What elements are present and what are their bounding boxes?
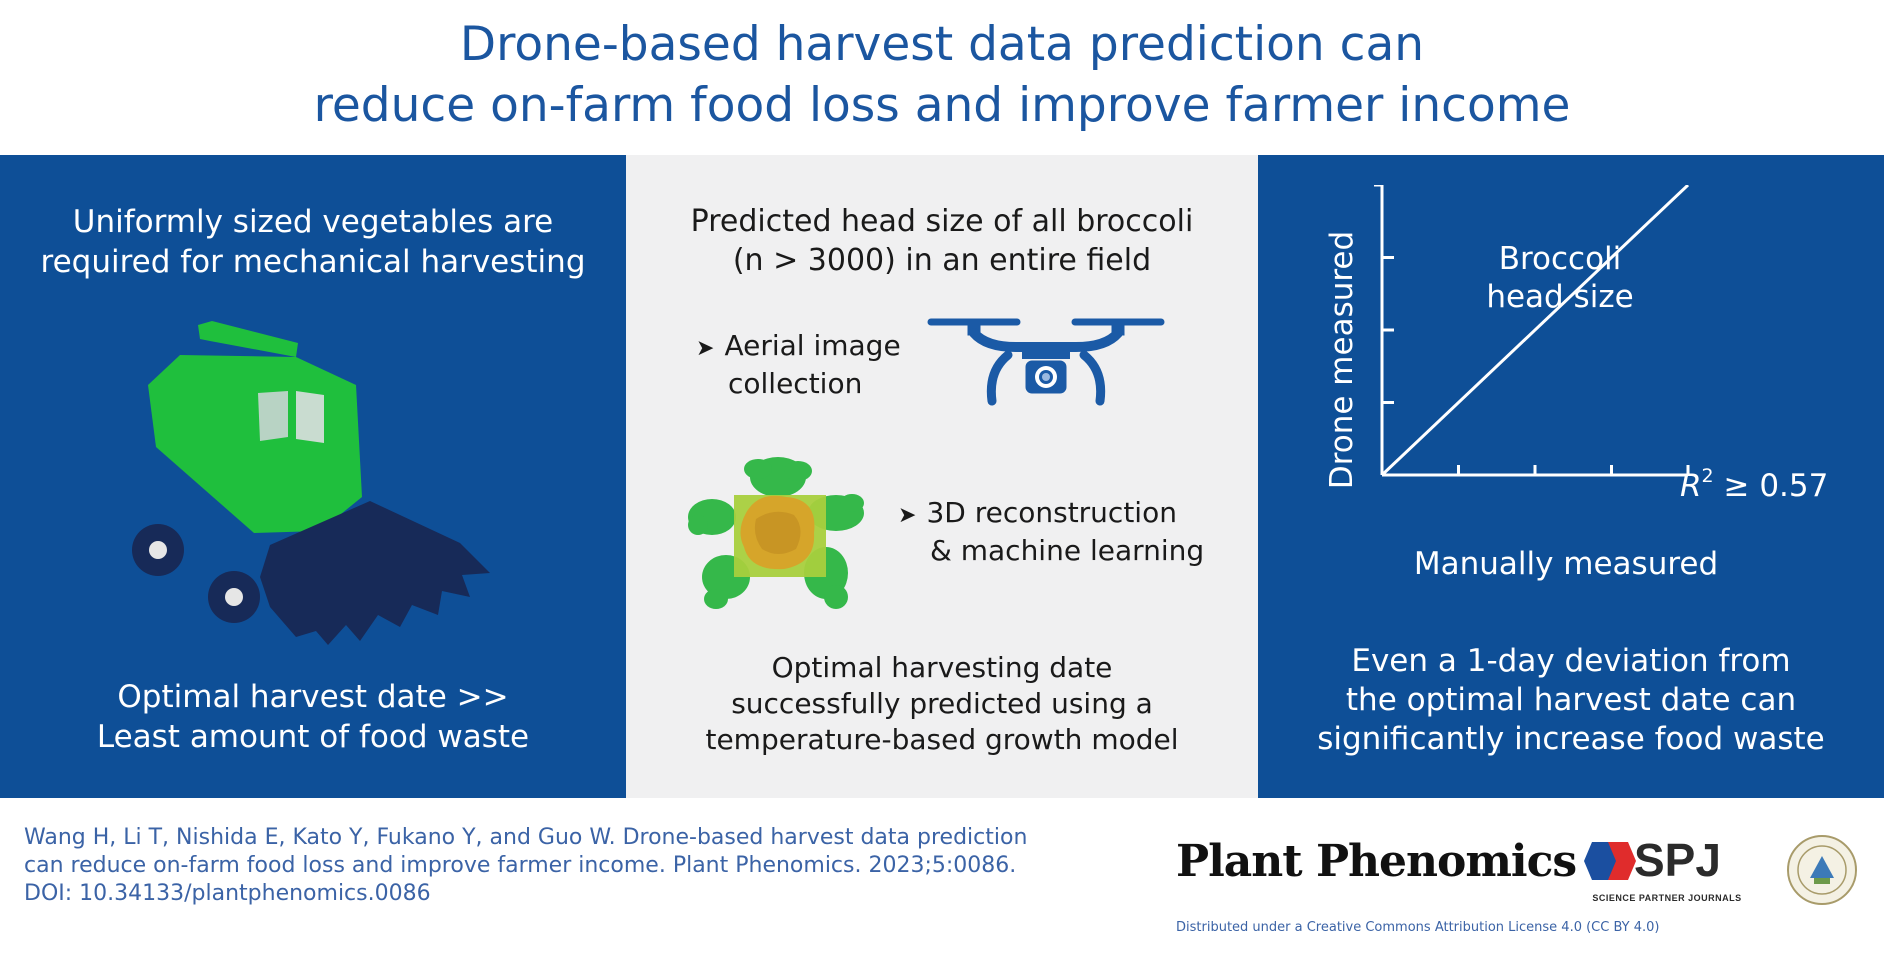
harvester-wheel-front-group <box>132 524 260 623</box>
chart-ticks <box>1382 256 1613 475</box>
citation-doi[interactable]: DOI: 10.34133/plantphenomics.0086 <box>24 881 431 906</box>
drone-arms <box>969 328 1123 352</box>
middle-heading-line-2: (n > 3000) in an entire field <box>732 243 1152 278</box>
bullet-aerial-image: ➤ Aerial image collection <box>696 328 901 401</box>
middle-panel: Predicted head size of all broccoli (n >… <box>626 155 1258 798</box>
drone-leg-left <box>986 350 1013 406</box>
bullet-1-line-2: collection <box>728 367 863 400</box>
middle-panel-conclusion: Optimal harvesting date successfully pre… <box>626 650 1258 758</box>
journal-name: Plant Phenomics <box>1176 836 1577 887</box>
broccoli-icon <box>688 457 864 609</box>
x-axis-label: Manually measured <box>1414 546 1718 582</box>
drone-body <box>1022 345 1070 359</box>
harvester-roof <box>198 321 298 357</box>
r-value: ≥ 0.57 <box>1714 468 1829 504</box>
spj-logo-icon <box>1584 842 1636 880</box>
middle-conclusion-line-2: successfully predicted using a <box>731 687 1153 720</box>
bullet-2-line-1: 3D reconstruction <box>926 496 1177 529</box>
left-panel-conclusion: Optimal harvest date >> Least amount of … <box>0 677 626 757</box>
bullet-2-line-2: & machine learning <box>930 534 1205 567</box>
license-notice: Distributed under a Creative Commons Att… <box>1176 920 1660 935</box>
spj-label: SPJ <box>1634 834 1721 886</box>
right-panel: Drone measured Manually measured Broccol… <box>1258 155 1884 798</box>
citation-line-2: can reduce on-farm food loss and improve… <box>24 853 1017 878</box>
citation: Wang H, Li T, Nishida E, Kato Y, Fukano … <box>24 824 1064 908</box>
title-line-1: Drone-based harvest data prediction can <box>459 17 1425 72</box>
r-squared-annotation: R2 ≥ 0.57 <box>1680 465 1828 504</box>
bullet-3d-reconstruction: ➤ 3D reconstruction & machine learning <box>898 495 1204 568</box>
right-panel-conclusion: Even a 1-day deviation from the optimal … <box>1258 642 1884 759</box>
main-title: Drone-based harvest data prediction can … <box>0 14 1884 136</box>
r-symbol: R <box>1680 468 1702 504</box>
r-superscript: 2 <box>1702 465 1714 487</box>
drone-icon <box>927 318 1165 406</box>
chart-inner-label-line-2: head size <box>1486 279 1633 315</box>
university-seal-icon <box>1787 835 1857 905</box>
left-heading-line-2: required for mechanical harvesting <box>40 244 586 280</box>
chart-inner-label-line-1: Broccoli <box>1499 241 1622 277</box>
harvester-window-right <box>296 391 324 443</box>
y-axis-label: Drone measured <box>1324 231 1360 489</box>
harvester-cutter-header <box>260 501 490 645</box>
harvester-wheel-rear <box>157 627 159 629</box>
harvester-wheel-1 <box>159 624 161 626</box>
left-panel-heading: Uniformly sized vegetables are required … <box>0 202 626 282</box>
harvester-body <box>148 355 362 533</box>
middle-conclusion-line-3: temperature-based growth model <box>705 723 1179 756</box>
left-heading-line-1: Uniformly sized vegetables are <box>72 204 554 240</box>
fit-line <box>1380 185 1690 477</box>
middle-conclusion-line-1: Optimal harvesting date <box>771 651 1113 684</box>
middle-panel-heading: Predicted head size of all broccoli (n >… <box>626 202 1258 280</box>
citation-line-1: Wang H, Li T, Nishida E, Kato Y, Fukano … <box>24 825 1028 850</box>
bullet-arrow-icon: ➤ <box>696 336 715 361</box>
bullet-1-line-1: Aerial image <box>724 329 901 362</box>
title-line-2: reduce on-farm food loss and improve far… <box>313 78 1571 133</box>
spj-subtitle: SCIENCE PARTNER JOURNALS <box>1592 893 1742 903</box>
drone-leg-right <box>1079 350 1106 406</box>
correlation-chart: Drone measured Manually measured Broccol… <box>1324 185 1828 582</box>
right-conclusion-line-1: Even a 1-day deviation from <box>1351 643 1791 679</box>
left-panel: Uniformly sized vegetables are required … <box>0 155 626 798</box>
harvester-icon <box>132 321 490 645</box>
harvester-window-left <box>258 391 288 441</box>
right-conclusion-line-3: significantly increase food waste <box>1317 721 1825 757</box>
left-conclusion-line-2: Least amount of food waste <box>96 719 530 755</box>
left-conclusion-line-1: Optimal harvest date >> <box>117 679 509 715</box>
bullet-arrow-icon-2: ➤ <box>898 503 917 528</box>
right-conclusion-line-2: the optimal harvest date can <box>1345 682 1797 718</box>
middle-heading-line-1: Predicted head size of all broccoli <box>690 204 1194 239</box>
